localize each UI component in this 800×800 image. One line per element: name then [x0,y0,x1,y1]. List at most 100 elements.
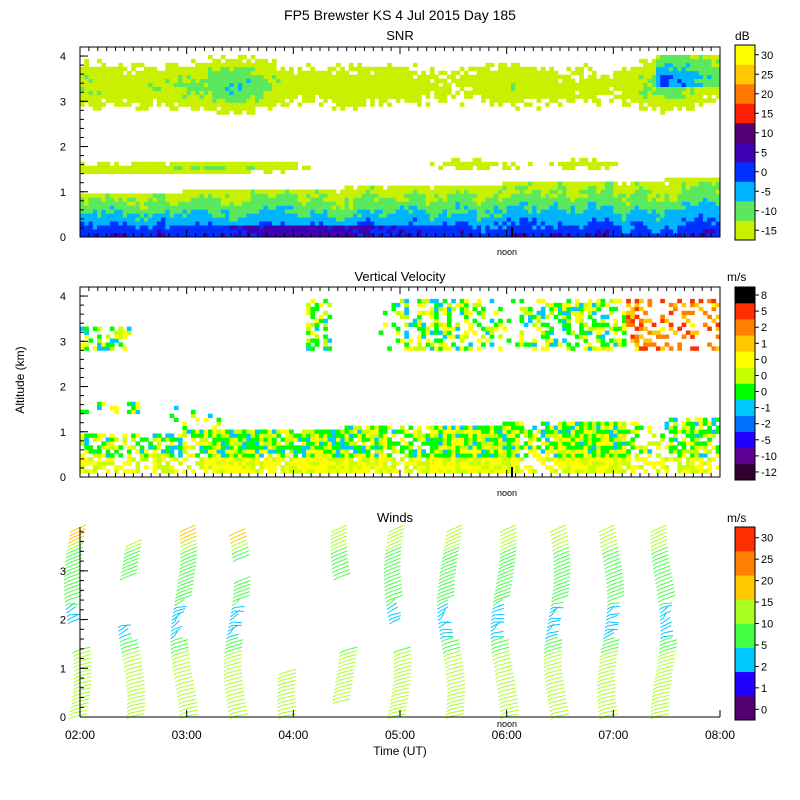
heatmap-cell [340,82,345,87]
heatmap-cell [92,209,98,214]
heatmap-cell [545,90,550,95]
heatmap-cell [502,229,508,234]
heatmap-cell [506,189,512,194]
heatmap-cell [92,74,98,80]
heatmap-cell [566,217,572,222]
heatmap-cell [105,225,111,230]
heatmap-cell [519,205,525,210]
heatmap-cell [370,429,375,434]
heatmap-cell [596,185,601,190]
heatmap-cell [395,221,401,226]
heatmap-cell [109,326,115,331]
heatmap-cell [451,213,456,218]
heatmap-cell [370,201,375,206]
heatmap-cell [421,433,426,438]
heatmap-cell [173,106,179,111]
heatmap-cell [638,221,644,226]
heatmap-cell [370,205,375,210]
heatmap-cell [592,165,597,171]
heatmap-cell [272,229,277,234]
heatmap-cell [638,225,644,230]
heatmap-cell [340,229,345,234]
heatmap-cell [404,213,409,218]
heatmap-cell [540,78,546,84]
heatmap-cell [135,433,141,438]
heatmap-cell [668,217,674,222]
heatmap-cell [532,193,537,198]
heatmap-cell [327,205,333,210]
heatmap-cell [229,437,234,442]
heatmap-cell [404,217,409,222]
heatmap-cell [306,82,311,87]
heatmap-cell [506,221,512,226]
heatmap-cell [404,469,409,474]
heatmap-cell [476,449,482,454]
heatmap-cell [549,74,554,80]
heatmap-cell [387,229,392,234]
heatmap-cell [284,213,290,218]
heatmap-cell [562,213,567,218]
heatmap-cell [498,457,503,462]
heatmap-cell [306,62,311,68]
heatmap-cell [109,461,115,466]
heatmap-cell [131,98,136,103]
heatmap-cell [233,62,239,68]
heatmap-cell [84,409,89,415]
heatmap-cell [225,197,230,202]
heatmap-cell [400,189,405,194]
heatmap-cell [199,161,205,167]
heatmap-cell [451,469,456,474]
heatmap-cell [698,197,704,202]
heatmap-cell [114,449,119,454]
heatmap-cell [702,225,708,230]
heatmap-cell [280,229,286,234]
heatmap-cell [195,94,200,99]
heatmap-cell [144,106,149,111]
heatmap-cell [306,94,311,99]
heatmap-cell [165,209,170,214]
heatmap-cell [310,189,316,194]
heatmap-cell [190,86,196,91]
heatmap-cell [208,74,213,80]
heatmap-cell [195,90,200,95]
heatmap-cell [144,213,149,218]
heatmap-cell [353,449,358,454]
heatmap-cell [318,74,324,80]
heatmap-cell [382,197,388,202]
heatmap-cell [600,78,606,84]
heatmap-cell [161,449,166,454]
heatmap-cell [382,229,388,234]
heatmap-cell [468,425,473,430]
heatmap-cell [331,433,337,438]
heatmap-cell [395,233,401,238]
heatmap-cell [600,181,606,186]
heatmap-cell [387,209,392,214]
heatmap-cell [451,465,456,470]
heatmap-cell [280,221,286,226]
heatmap-cell [587,90,593,95]
heatmap-cell [434,213,439,218]
heatmap-cell [101,342,106,347]
heatmap-cell [237,441,243,446]
heatmap-cell [173,225,179,230]
heatmap-cell [378,86,384,91]
heatmap-cell [600,161,606,167]
heatmap-cell [250,106,256,111]
heatmap-cell [272,74,277,80]
heatmap-cell [374,193,380,198]
heatmap-cell [310,221,316,226]
heatmap-cell [374,86,380,91]
heatmap-cell [600,90,606,95]
heatmap-cell [135,169,141,175]
heatmap-cell [715,217,721,222]
heatmap-cell [459,78,465,84]
heatmap-cell [481,197,486,202]
heatmap-cell [173,62,179,68]
heatmap-cell [579,197,584,202]
heatmap-cell [84,326,89,331]
heatmap-cell [417,78,422,84]
heatmap-cell [212,70,217,76]
heatmap-cell [417,469,422,474]
heatmap-cell [374,449,380,454]
heatmap-cell [634,221,640,226]
